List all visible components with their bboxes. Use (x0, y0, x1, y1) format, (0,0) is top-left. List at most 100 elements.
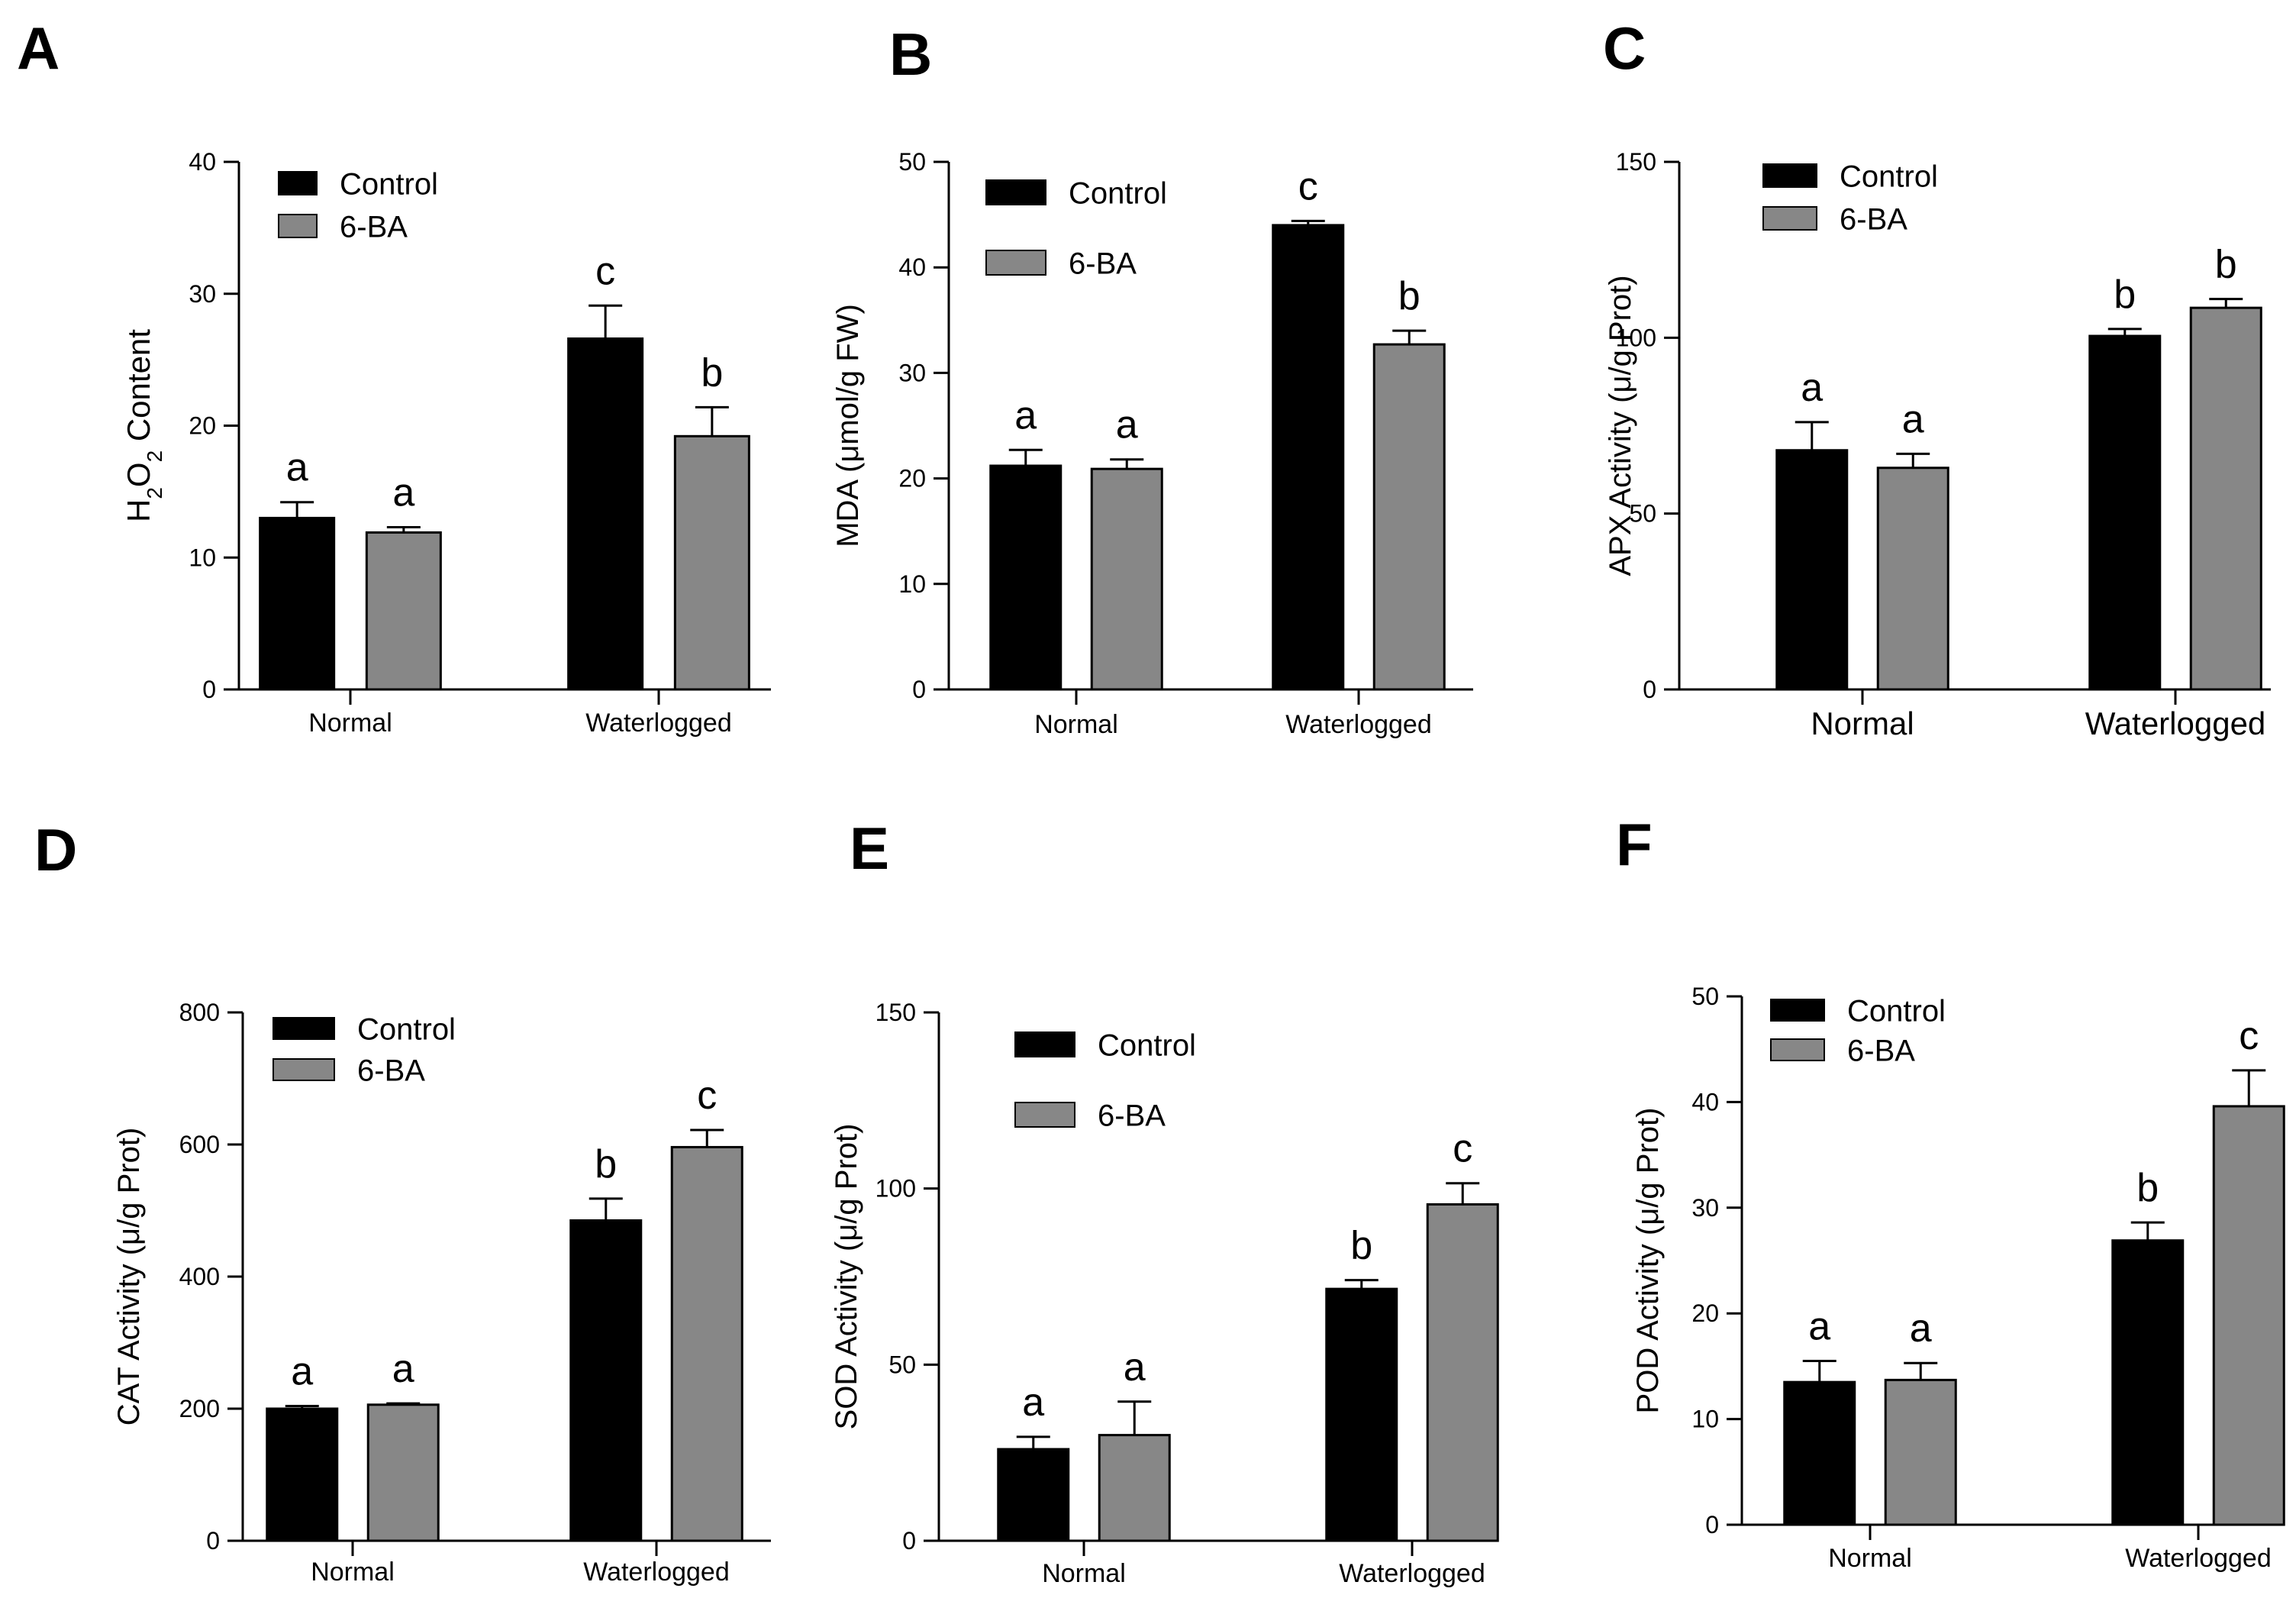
legend-label: Control (340, 167, 438, 201)
significance-letter: a (1116, 403, 1138, 447)
legend-swatch (272, 1058, 335, 1081)
legend-swatch (278, 171, 318, 195)
significance-letter: a (1124, 1345, 1146, 1390)
significance-letter: a (392, 1347, 414, 1391)
panel-label: C (1603, 15, 1646, 82)
y-tick-label: 50 (898, 148, 926, 176)
panel-label: F (1616, 811, 1653, 878)
y-tick-label: 40 (189, 148, 216, 176)
chart-panel-d: Da b a c 0 200 400 600 800 Normal Waterlogged CAT A… (34, 816, 771, 1587)
y-tick-label: 50 (1691, 983, 1719, 1010)
legend-label: 6-BA (1847, 1034, 1915, 1067)
significance-letter: c (2239, 1014, 2259, 1058)
y-tick-label: 400 (179, 1263, 220, 1290)
bar (567, 337, 644, 691)
y-tick-label: 20 (898, 465, 926, 492)
y-tick-label: 50 (1629, 500, 1656, 528)
y-tick-label: 100 (876, 1175, 916, 1203)
y-tick-label: 30 (1691, 1194, 1719, 1222)
legend-label: Control (1847, 994, 1946, 1028)
significance-letter: b (2136, 1166, 2159, 1210)
significance-letter: b (1350, 1224, 1372, 1268)
bar (673, 434, 750, 691)
legend-swatch (278, 214, 318, 238)
significance-letter: b (1398, 274, 1420, 318)
significance-letter: a (1808, 1304, 1830, 1348)
significance-letter: b (595, 1142, 617, 1186)
x-tick-label: Normal (1034, 710, 1118, 739)
bar (670, 1145, 743, 1542)
significance-letter: a (291, 1350, 313, 1394)
chart-panel-f: Fa b a c 0 10 20 30 40 50 Normal Waterlogged POD Act… (1616, 811, 2285, 1573)
significance-letter: c (1298, 164, 1318, 208)
x-tick-label: Normal (1811, 705, 1914, 741)
significance-letter: a (286, 446, 308, 490)
significance-letter: a (392, 471, 414, 515)
legend-swatch (1770, 1038, 1825, 1061)
y-tick-label: 800 (179, 999, 220, 1026)
y-axis-label-part: 2 (143, 450, 166, 463)
y-tick-label: 200 (179, 1395, 220, 1422)
y-tick-label: 0 (902, 1527, 916, 1555)
bar (365, 531, 442, 691)
legend-label: Control (1840, 160, 1938, 193)
legend-label: 6-BA (1098, 1099, 1166, 1132)
y-tick-label: 20 (1691, 1299, 1719, 1327)
y-tick-label: 40 (898, 253, 926, 281)
y-axis-label: APX Activity (μ/g Prot) (1604, 275, 1637, 576)
bar (569, 1219, 643, 1542)
y-tick-label: 10 (1691, 1406, 1719, 1433)
y-axis-label: SOD Activity (μ/g Prot) (830, 1124, 863, 1430)
y-axis-label: H2O2 Content (121, 329, 166, 522)
y-tick-label: 50 (888, 1351, 916, 1378)
panel-label: A (17, 15, 60, 82)
y-axis-label-part: O (121, 462, 156, 487)
y-tick-label: 10 (189, 544, 216, 571)
x-tick-label: Waterlogged (2085, 705, 2266, 741)
bar (1426, 1203, 1499, 1542)
y-axis-label-part: H (121, 499, 156, 522)
y-tick-label: 0 (206, 1527, 220, 1555)
x-tick-label: Normal (308, 709, 392, 738)
legend-swatch (1014, 1102, 1075, 1128)
y-axis-label: POD Activity (μ/g Prot) (1631, 1108, 1665, 1414)
x-tick-label: Waterlogged (1339, 1559, 1485, 1588)
bar (1372, 343, 1446, 691)
bar (1884, 1378, 1957, 1526)
legend-swatch (1762, 206, 1817, 231)
panel-label: D (34, 816, 77, 883)
significance-letter: a (1014, 393, 1037, 437)
bar (997, 1448, 1070, 1542)
legend-swatch (1014, 1031, 1075, 1057)
bar (2111, 1239, 2185, 1526)
chart-panel-e: Ea b a c 0 50 100 150 Normal Waterlogged SOD Activ… (830, 815, 1499, 1588)
x-tick-label: Normal (1042, 1559, 1126, 1588)
bar (1098, 1434, 1171, 1542)
bar (1775, 449, 1849, 691)
y-tick-label: 100 (1616, 324, 1656, 351)
bar (2212, 1105, 2285, 1526)
significance-letter: b (2215, 243, 2237, 287)
y-tick-label: 0 (1705, 1511, 1719, 1538)
x-tick-label: Normal (1828, 1544, 1912, 1573)
bar (366, 1403, 440, 1542)
legend-label: Control (357, 1012, 456, 1046)
significance-letter: b (2114, 273, 2136, 317)
legend-swatch (985, 250, 1046, 276)
significance-letter: a (1801, 366, 1823, 410)
bar (1272, 224, 1345, 691)
legend-label: 6-BA (1069, 247, 1137, 280)
bar (266, 1407, 339, 1542)
legend-swatch (1762, 163, 1817, 188)
legend-label: 6-BA (357, 1054, 425, 1087)
y-axis-label: MDA (μmol/g FW) (831, 304, 865, 547)
y-tick-label: 0 (202, 676, 216, 703)
legend-label: Control (1069, 176, 1167, 210)
significance-letter: c (1453, 1127, 1472, 1171)
y-tick-label: 30 (898, 359, 926, 386)
legend-label: 6-BA (1840, 202, 1907, 236)
legend-label: 6-BA (340, 210, 408, 244)
significance-letter: c (697, 1073, 717, 1118)
y-tick-label: 30 (189, 280, 216, 308)
